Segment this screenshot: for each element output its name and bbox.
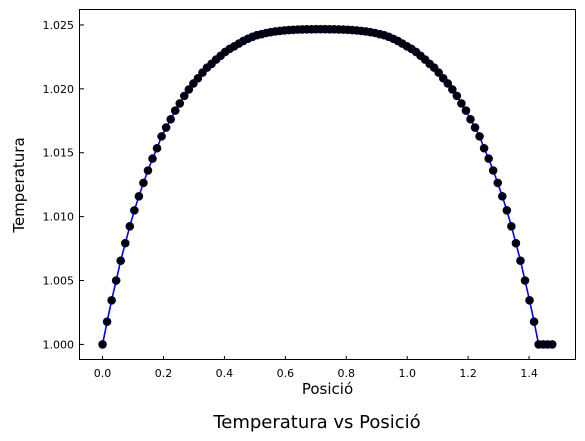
data-point: [511, 238, 521, 248]
data-point: [184, 85, 194, 94]
data-point: [143, 166, 153, 175]
data-point: [134, 192, 144, 201]
data-point: [170, 106, 180, 115]
data-point: [193, 73, 203, 83]
y-tick-label: 1.000: [43, 338, 75, 351]
x-tick-label: 0.6: [277, 367, 295, 380]
data-point: [529, 317, 539, 326]
x-tick-label: 0.2: [155, 367, 173, 380]
axis-ticks: 0.0 0.2 0.4 0.6 0.8 1.0 1.2 1.4 1.000 1.005 1.010 1…: [43, 19, 538, 380]
x-tick-label: 0.0: [94, 367, 112, 380]
data-point: [507, 222, 516, 231]
x-axis-label: Posició: [302, 380, 353, 398]
data-marks: [98, 24, 557, 349]
data-point: [470, 123, 480, 132]
data-point: [525, 296, 534, 305]
data-point: [166, 114, 175, 124]
data-point: [175, 99, 185, 108]
data-point: [466, 114, 475, 124]
data-point: [547, 340, 557, 349]
data-point: [520, 276, 530, 285]
data-point: [443, 79, 453, 88]
x-tick-label: 0.4: [216, 367, 234, 380]
x-tick-label: 0.8: [338, 367, 356, 380]
data-point: [452, 91, 462, 101]
x-tick-label: 1.0: [398, 367, 416, 380]
data-point: [502, 206, 512, 215]
data-point: [457, 99, 466, 108]
data-point: [98, 340, 107, 349]
y-tick-label: 1.005: [43, 275, 75, 288]
data-point: [448, 85, 457, 94]
data-point: [484, 154, 493, 163]
y-tick-label: 1.010: [43, 211, 75, 224]
data-point: [130, 206, 139, 215]
y-tick-label: 1.015: [43, 147, 75, 160]
data-point: [497, 192, 507, 201]
data-point: [120, 238, 130, 248]
data-point: [516, 256, 525, 266]
data-point: [493, 178, 503, 188]
data-point: [107, 296, 116, 305]
x-tick-label: 1.4: [520, 367, 538, 380]
data-point: [157, 132, 166, 141]
y-tick-label: 1.020: [43, 83, 75, 96]
data-point: [139, 178, 148, 188]
y-tick-label: 1.025: [43, 19, 75, 32]
data-point: [479, 143, 489, 153]
x-tick-label: 1.2: [459, 367, 477, 380]
data-point: [102, 317, 112, 326]
plot-frame: [79, 9, 576, 360]
data-point: [488, 166, 498, 175]
data-point: [148, 154, 157, 163]
data-point: [434, 68, 443, 77]
data-point: [111, 276, 121, 285]
data-point: [180, 91, 189, 101]
chart-title: Temperatura vs Posició: [212, 412, 420, 433]
data-point: [461, 106, 471, 115]
data-point: [152, 143, 162, 153]
y-axis-label: Temperatura: [10, 137, 28, 233]
data-point: [161, 123, 171, 132]
data-point: [116, 256, 125, 266]
data-point: [125, 222, 135, 231]
data-point: [475, 132, 484, 141]
